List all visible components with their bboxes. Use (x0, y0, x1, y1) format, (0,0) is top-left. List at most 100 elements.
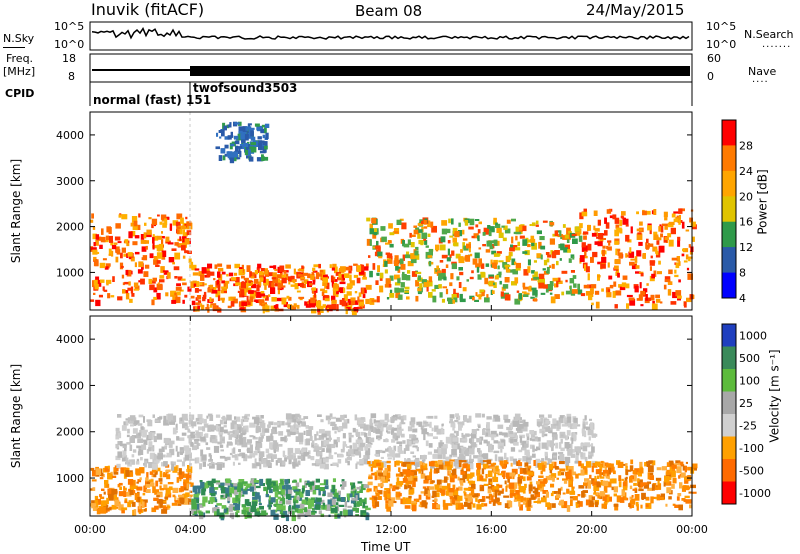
heatmap-cell-1-0-231 (121, 507, 128, 511)
heatmap-cell-1-2-226 (267, 424, 271, 428)
heatmap-cell-1-2-801 (200, 432, 203, 436)
heatmap-cell-1-2-1137 (279, 421, 282, 425)
heatmap-cell-1-1-150 (323, 479, 329, 485)
heatmap-cell-0-1-393 (296, 304, 300, 309)
heatmap-cell-0-1-405 (258, 281, 262, 286)
heatmap-cell-1-2-1102 (270, 433, 273, 440)
heatmap-cell-0-1-318 (308, 299, 315, 307)
heatmap-cell-1-1-266 (273, 513, 279, 520)
heatmap-cell-0-2-110 (236, 157, 241, 160)
heatmap-cell-1-2-937 (275, 460, 278, 466)
heatmap-cell-0-1-15 (358, 299, 364, 307)
heatmap-cell-0-4-217 (690, 221, 696, 227)
colorbar-tick-1-1: 500 (739, 352, 760, 365)
heatmap-cell-1-2-69 (540, 418, 544, 424)
heatmap-cell-1-2-465 (457, 415, 460, 421)
heatmap-cell-1-3-739 (477, 466, 481, 470)
heatmap-cell-0-0-179 (142, 255, 148, 261)
heatmap-cell-1-1-15 (305, 510, 309, 516)
heatmap-cell-0-3-11 (578, 235, 583, 242)
heatmap-cell-0-3-464 (540, 245, 546, 250)
heatmap-cell-0-3-395 (413, 225, 418, 228)
heatmap-cell-1-3-288 (671, 483, 675, 489)
heatmap-cell-1-2-547 (437, 448, 443, 455)
heatmap-cell-1-3-759 (386, 460, 391, 464)
heatmap-cell-1-2-201 (466, 419, 469, 423)
heatmap-cell-1-3-221 (591, 478, 597, 485)
heatmap-cell-1-3-313 (462, 474, 468, 479)
heatmap-cell-0-1-142 (191, 300, 196, 306)
heatmap-cell-0-3-281 (551, 263, 555, 269)
heatmap-cell-1-0-182 (90, 467, 95, 471)
heatmap-cell-0-1-333 (360, 264, 365, 271)
heatmap-cell-1-3-515 (522, 476, 526, 480)
heatmap-cell-0-4-107 (636, 250, 642, 257)
heatmap-cell-1-2-719 (550, 443, 555, 446)
heatmap-cell-0-3-92 (416, 253, 420, 260)
heatmap-cell-1-2-806 (262, 422, 266, 429)
heatmap-cell-1-1-47 (272, 509, 278, 513)
heatmap-cell-1-2-505 (580, 443, 587, 448)
heatmap-cell-0-3-427 (489, 246, 494, 250)
heatmap-cell-1-3-53 (656, 485, 661, 490)
heatmap-cell-1-2-176 (203, 418, 207, 424)
heatmap-cell-1-2-383 (470, 445, 475, 449)
heatmap-cell-0-1-150 (279, 265, 285, 273)
heatmap-cell-1-2-569 (250, 453, 256, 456)
heatmap-cell-0-3-63 (488, 280, 495, 287)
heatmap-cell-1-2-978 (355, 439, 360, 443)
heatmap-cell-1-3-490 (388, 465, 391, 471)
heatmap-cell-1-2-591 (324, 430, 331, 437)
heatmap-cell-1-2-931 (396, 429, 402, 436)
heatmap-cell-1-2-269 (172, 461, 176, 466)
heatmap-cell-0-3-23 (404, 290, 409, 294)
heatmap-cell-1-3-660 (373, 497, 378, 501)
heatmap-cell-1-2-646 (411, 438, 416, 445)
heatmap-cell-1-2-680 (572, 436, 577, 442)
heatmap-cell-1-1-259 (315, 498, 321, 505)
heatmap-cell-1-3-753 (477, 499, 480, 504)
heatmap-cell-0-3-421 (498, 232, 504, 238)
heatmap-cell-1-1-364 (285, 493, 291, 500)
heatmap-cell-1-2-656 (518, 458, 522, 461)
heatmap-cell-1-3-348 (517, 494, 521, 500)
heatmap-cell-1-2-477 (370, 418, 373, 424)
heatmap-cell-1-0-180 (111, 504, 117, 510)
heatmap-cell-1-1-21 (268, 499, 271, 506)
colorbar-tick-1-0: 1000 (739, 329, 767, 342)
heatmap-cell-1-2-1125 (272, 454, 277, 459)
heatmap-cell-1-2-619 (504, 452, 507, 460)
heatmap-cell-1-2-491 (133, 420, 140, 425)
heatmap-cell-1-3-736 (428, 461, 435, 467)
heatmap-cell-1-1-276 (219, 512, 225, 519)
heatmap-cell-1-3-455 (677, 493, 682, 497)
heatmap-cell-1-3-446 (669, 490, 673, 495)
heatmap-cell-1-2-677 (565, 420, 569, 425)
heatmap-cell-1-2-777 (235, 433, 239, 440)
heatmap-cell-1-2-795 (211, 439, 215, 443)
heatmap-cell-0-3-393 (378, 256, 383, 259)
heatmap-cell-1-3-59 (609, 463, 614, 469)
heatmap-cell-1-2-572 (161, 462, 167, 467)
heatmap-cell-0-0-210 (179, 236, 182, 241)
heatmap-cell-0-1-183 (360, 287, 367, 294)
heatmap-cell-0-3-467 (545, 285, 549, 293)
heatmap-cell-0-1-413 (350, 297, 356, 301)
heatmap-cell-0-0-109 (119, 213, 122, 216)
heatmap-cell-1-1-307 (191, 509, 194, 514)
heatmap-cell-0-0-211 (137, 269, 143, 274)
heatmap-cell-1-2-1127 (296, 418, 300, 422)
heatmap-cell-1-3-193 (449, 474, 455, 477)
heatmap-cell-1-3-149 (501, 471, 506, 476)
heatmap-cell-1-0-205 (119, 486, 122, 490)
heatmap-cell-0-4-84 (599, 236, 604, 242)
heatmap-cell-0-1-117 (246, 295, 249, 302)
heatmap-cell-1-1-362 (291, 505, 296, 510)
heatmap-cell-0-3-175 (529, 224, 532, 226)
heatmap-cell-0-3-389 (531, 242, 535, 247)
heatmap-cell-1-1-315 (199, 512, 204, 520)
heatmap-cell-0-0-140 (117, 241, 122, 244)
heatmap-cell-1-2-532 (185, 418, 188, 421)
heatmap-cell-0-3-101 (397, 267, 401, 273)
heatmap-cell-1-1-7 (232, 485, 238, 491)
